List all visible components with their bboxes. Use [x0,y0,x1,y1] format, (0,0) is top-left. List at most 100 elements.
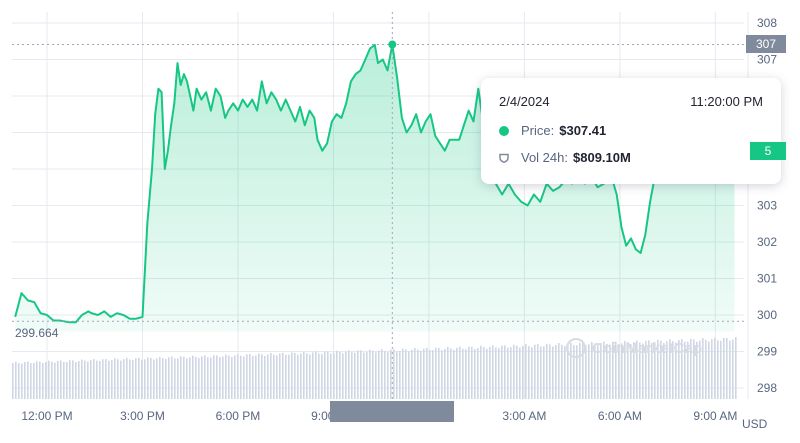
y-tick-label: 307 [757,52,777,66]
x-tick-label: 6:00 PM [216,409,261,423]
hover-time-badge-label: 04 lut '24 23:20:00 [340,425,452,440]
volume-bar [66,362,68,399]
volume-bar [492,345,494,399]
volume-bar [279,353,281,399]
volume-bar [456,347,458,399]
volume-bar [267,354,269,399]
volume-bar [405,349,407,399]
volume-bar [426,347,428,399]
volume-bar [174,358,176,399]
volume-bar [474,348,476,399]
volume-bar [141,359,143,399]
volume-bar [177,358,179,399]
volume-bar [507,347,509,399]
volume-bar [381,349,383,399]
volume-bar [396,351,398,399]
volume-bar [45,362,47,399]
volume-bar [345,351,347,399]
volume-bar [210,357,212,399]
volume-bar [120,360,122,399]
volume-bar [369,349,371,399]
volume-bar [423,348,425,399]
volume-bar [714,337,716,399]
volume-bar [255,355,257,399]
volume-bar [594,343,596,399]
volume-bar [483,347,485,399]
volume-bar [60,360,62,399]
volume-bar [363,352,365,399]
volume-bar [93,359,95,399]
volume-bar [156,358,158,399]
volume-bar [471,346,473,399]
volume-bar [384,351,386,399]
x-tick-label: 3:00 AM [502,409,546,423]
volume-bar [315,351,317,399]
volume-bar [258,353,260,399]
volume-bar [663,342,665,399]
volume-bar [432,350,434,399]
volume-bar [639,342,641,399]
volume-bar [111,360,113,399]
volume-bar [243,356,245,399]
volume-bar [549,344,551,399]
volume-bar [201,356,203,399]
volume-bar [90,360,92,399]
price-area-fill [15,44,735,332]
volume-bar [597,345,599,399]
volume-bar [78,361,80,399]
volume-bar [132,360,134,399]
volume-bar [477,348,479,399]
volume-bar [300,353,302,399]
volume-bar [603,341,605,399]
volume-bar [444,348,446,399]
volume-bar [312,352,314,399]
volume-bar [105,359,107,399]
volume-bar [231,356,233,399]
volume-bar [129,359,131,399]
volume-bar [411,349,413,399]
volume-bar [375,352,377,399]
volume-bar [159,356,161,399]
volume-bar [228,355,230,399]
tooltip-volume-row: Vol 24h: $809.10M [499,150,763,165]
volume-bar [486,348,488,399]
volume-bar [576,345,578,399]
volume-bar [528,346,530,399]
volume-bar [621,343,623,399]
volume-bar [462,348,464,399]
volume-bar [219,357,221,399]
volume-bar [465,349,467,399]
volume-bar [237,354,239,399]
volume-bar [102,359,104,399]
volume-bar [117,359,119,399]
volume-bar [729,340,731,399]
currency-label: USD [742,417,768,431]
volume-bar [162,358,164,399]
volume-bar [648,340,650,399]
volume-bar [420,350,422,399]
volume-bar [555,345,557,399]
hover-price-badge-label: 307 [755,37,777,52]
tooltip-price-row: Price: $307.41 [499,123,763,138]
volume-bar [75,361,77,399]
volume-bar [705,339,707,399]
volume-bar [570,342,572,399]
tooltip-price-label: Price: [521,123,555,138]
volume-bar [633,342,635,399]
volume-bar [402,348,404,399]
volume-bar [192,355,194,399]
volume-bar [600,343,602,399]
volume-bar [270,352,272,399]
volume-bar [537,344,539,399]
volume-bar [468,346,470,399]
volume-bar [357,350,359,399]
volume-bar [189,357,191,399]
price-dot-icon [499,125,509,136]
x-tick-label: 9:00 AM [693,409,737,423]
volume-bar [51,361,53,399]
volume-bar [294,352,296,399]
volume-bar [198,358,200,399]
volume-bar [282,352,284,399]
volume-bar [387,351,389,399]
